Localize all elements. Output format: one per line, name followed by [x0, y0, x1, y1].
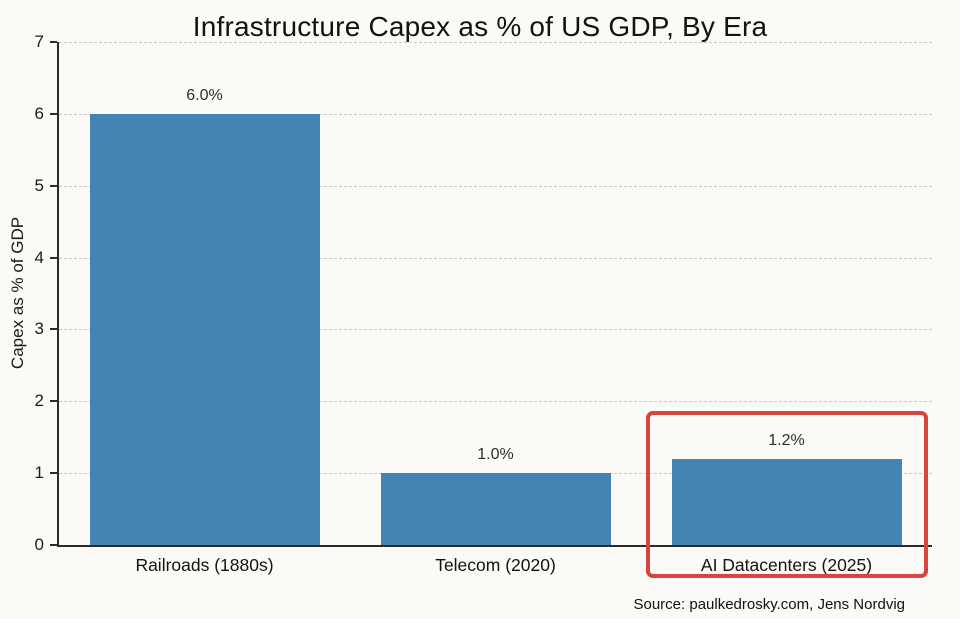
y-tick-label: 0	[34, 535, 44, 554]
y-tick-label: 1	[34, 463, 44, 483]
bar	[89, 113, 320, 545]
y-tick-label: 5	[34, 175, 44, 195]
gridline	[59, 42, 932, 43]
y-tick-label: 4	[34, 247, 44, 267]
chart-title: Infrastructure Capex as % of US GDP, By …	[192, 11, 768, 42]
gridline	[59, 185, 932, 187]
highlight-box	[645, 410, 928, 578]
gridline	[59, 257, 932, 259]
x-tick-label: Telecom (2020)	[435, 555, 556, 575]
y-tick-mark	[50, 472, 57, 475]
y-tick-label: 6	[34, 103, 44, 123]
bar-value-label: 1.2%	[768, 431, 805, 449]
bar	[671, 458, 902, 545]
gridline	[59, 113, 932, 115]
y-tick-mark	[50, 400, 57, 403]
gridline	[59, 329, 932, 331]
bar-value-label: 6.0%	[186, 86, 223, 104]
y-tick-mark	[50, 328, 57, 331]
plot-area: 0 1 2 3 4 5 6 7 6.0% Railroads (1880s) 1.0% Telecom…	[35, 32, 932, 578]
y-tick-mark	[50, 544, 57, 546]
y-tick-mark	[50, 41, 57, 43]
y-tick-mark	[50, 256, 57, 259]
y-tick-mark	[50, 184, 57, 187]
y-tick-label: 2	[34, 391, 44, 411]
bar-value-label: 1.0%	[477, 446, 514, 464]
bar	[380, 473, 611, 545]
y-tick-label: 7	[34, 32, 44, 51]
y-tick-mark	[50, 112, 57, 115]
gridline	[59, 401, 932, 403]
y-axis-label: Capex as % of GDP	[8, 216, 27, 370]
x-tick-label: Railroads (1880s)	[135, 555, 274, 575]
source-credit: Source: paulkedrosky.com, Jens Nordvig	[633, 596, 905, 613]
y-tick-label: 3	[34, 319, 44, 339]
x-tick-label: AI Datacenters (2025)	[700, 555, 873, 575]
